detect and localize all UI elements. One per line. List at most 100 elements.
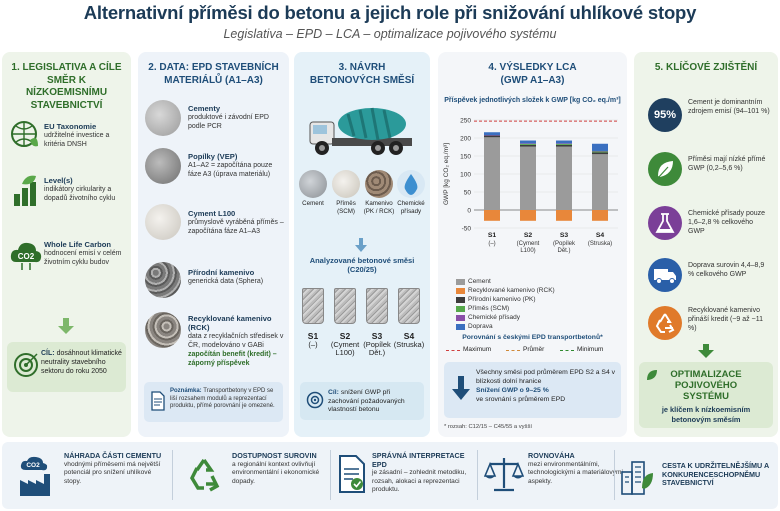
max-label: Maximum <box>463 346 492 353</box>
bar-segment <box>520 140 536 144</box>
item-desc: indikátory cirkularity a dopadů životníh… <box>44 186 116 202</box>
mix-label: S3 (Popílek Dět.) <box>359 332 395 358</box>
item-name: Whole Life Carbon <box>44 240 112 249</box>
document-icon <box>151 391 165 411</box>
mix-id: S1 <box>307 331 319 341</box>
page-title: Alternativní příměsi do betonu a jejich … <box>83 2 697 23</box>
finding-text: Chemické přísady pouze 1,6–2,8 % celkové… <box>688 210 766 235</box>
bar-segment <box>484 210 500 221</box>
x-tick-label: S3 <box>560 232 569 239</box>
footnote: * rozsah: C12/15 – C45/55 a vyšší <box>444 424 532 430</box>
component-label: Cement <box>302 200 324 207</box>
legend-label: Cement <box>468 278 491 285</box>
scm-icon <box>332 170 360 198</box>
component-admixture: Chemické přísady <box>394 170 428 215</box>
mix-sub: (–) <box>308 339 318 349</box>
city-leaf-icon <box>621 461 653 495</box>
cyment-image <box>145 204 181 240</box>
conclusion-tail: ve srovnání s průměrem EPD <box>476 396 566 403</box>
bar-segment <box>484 135 500 138</box>
y-tick-label: 100 <box>460 172 471 179</box>
whole-life-carbon-item: Whole Life Carbon hodnocení emisí v celé… <box>44 240 126 267</box>
legend-swatch <box>456 297 465 303</box>
x-tick-sublabel: (Popílek <box>553 241 576 247</box>
x-tick-sublabel: (Struska) <box>588 241 612 247</box>
component-cement: Cement <box>296 170 330 208</box>
panel-title: 3. NÁVRH BETONOVÝCH SMĚSÍ <box>309 62 415 86</box>
goal-desc: snížení GWP při zachování požadovaných v… <box>328 389 405 413</box>
finding-item: Příměsi mají nízké přímé GWP (0,2–5,6 %) <box>640 150 772 190</box>
target-icon <box>306 391 324 409</box>
material-item: Popílky (VEP) A1–A2 = započítána pouze f… <box>188 152 284 179</box>
panel-title: 4. VÝSLEDKY LCA (GWP A1–A3) <box>488 62 577 86</box>
comparison-title: Porovnání s českými EPD transportbetonů* <box>462 334 603 341</box>
item-desc: generická data (Sphera) <box>188 278 264 285</box>
divider <box>172 450 173 500</box>
item-desc: udržitelné investice a kritéria DNSH <box>44 132 110 148</box>
bar-segment <box>592 150 608 152</box>
min-line-swatch <box>560 350 574 351</box>
final-title: OPTIMALIZACE POJIVOVÉHO SYSTÉMU <box>670 369 742 402</box>
bar-segment <box>592 143 608 151</box>
component-label: Kamenivo (PK / RCK) <box>363 200 395 215</box>
mix-sub: (Cyment L100) <box>330 339 360 357</box>
leaf-icon <box>647 370 657 380</box>
legend-swatch <box>456 288 465 294</box>
material-item: Recyklované kamenivo (RCK) data z recykl… <box>188 314 286 368</box>
y-tick-label: -50 <box>462 226 472 233</box>
goal-text: Cíl: snížení GWP při zachování požadovan… <box>328 389 422 415</box>
note-label: Poznámka: <box>170 388 202 394</box>
goal-box: CÍL: dosáhnout klimatické neutrality sta… <box>7 342 126 392</box>
y-tick-label: 250 <box>460 118 471 125</box>
bar-segment <box>484 137 500 210</box>
item-name: Recyklované kamenivo (RCK) <box>188 314 272 332</box>
material-item: Cementy produktové i závodní EPD podle P… <box>188 104 284 131</box>
mix-cylinder-s2 <box>334 288 356 324</box>
legend-item: Chemické přísady <box>456 314 520 322</box>
y-tick-label: 50 <box>464 190 472 197</box>
divider <box>477 450 478 500</box>
recycle-icon <box>190 458 220 492</box>
component-scm: Příměs (SCM) <box>329 170 363 215</box>
legend-item: Přírodní kamenivo (PK) <box>456 296 536 304</box>
divider <box>330 450 331 500</box>
natural-aggregate-image <box>145 262 181 298</box>
x-tick-sublabel: Dět.) <box>557 248 570 254</box>
svg-text:CO2: CO2 <box>26 462 40 469</box>
comparison-legend: Maximum Průměr Minimum <box>444 346 621 356</box>
goal-box: Cíl: snížení GWP při zachování požadovan… <box>300 382 424 420</box>
percent-badge: 95% <box>648 98 682 132</box>
goal-label: CÍL: <box>41 350 55 357</box>
legend-item: Recyklované kamenivo (RCK) <box>456 287 555 295</box>
finding-text: Cement je dominantním zdrojem emisí (94–… <box>688 99 770 115</box>
x-tick-sublabel: (–) <box>488 241 495 247</box>
flask-icon <box>648 206 682 240</box>
avg-line-swatch <box>506 350 520 351</box>
item-name: Popílky (VEP) <box>188 152 238 161</box>
bar-segment <box>556 146 572 210</box>
legend-item: Cement <box>456 278 491 286</box>
goal-desc: dosáhnout klimatické neutrality stavební… <box>41 350 122 375</box>
finding-item: Doprava surovin 4,4–8,9 % celkového GWP <box>640 256 772 296</box>
svg-text:CO2: CO2 <box>18 252 35 261</box>
bar-segment <box>520 146 536 210</box>
x-tick-label: S4 <box>596 232 605 239</box>
final-text: je klíčem k nízkoemisním betonovým směsí… <box>661 405 751 424</box>
x-tick-label: S2 <box>524 232 533 239</box>
note-text: Poznámka: Transportbetony v EPD se liší … <box>170 388 280 411</box>
bar-chart-leaf-icon <box>14 175 36 206</box>
bottom-item: NÁHRADA ČÁSTI CEMENTU vhodnými příměsemi… <box>64 451 164 486</box>
panel-key-findings: 5. KLÍČOVÉ ZJIŠTĚNÍ 95% Cement je domina… <box>634 52 778 437</box>
building-leaf-icon <box>11 121 38 147</box>
eu-taxonomy-item: EU Taxonomie udržitelné investice a krit… <box>44 122 126 149</box>
item-name: Cementy <box>188 104 221 113</box>
bar-segment <box>520 143 536 145</box>
truck-icon <box>648 258 682 292</box>
droplet-icon <box>397 170 425 198</box>
item-extra: započítán benefit (kredit) – záporný pří… <box>188 351 277 367</box>
finding-text: Doprava surovin 4,4–8,9 % celkového GWP <box>688 262 765 278</box>
divider <box>614 450 615 500</box>
bar-segment <box>556 210 572 221</box>
chart-title: Příspěvek jednotlivých složek k GWP [kg … <box>444 97 621 104</box>
bar-segment <box>556 140 572 144</box>
